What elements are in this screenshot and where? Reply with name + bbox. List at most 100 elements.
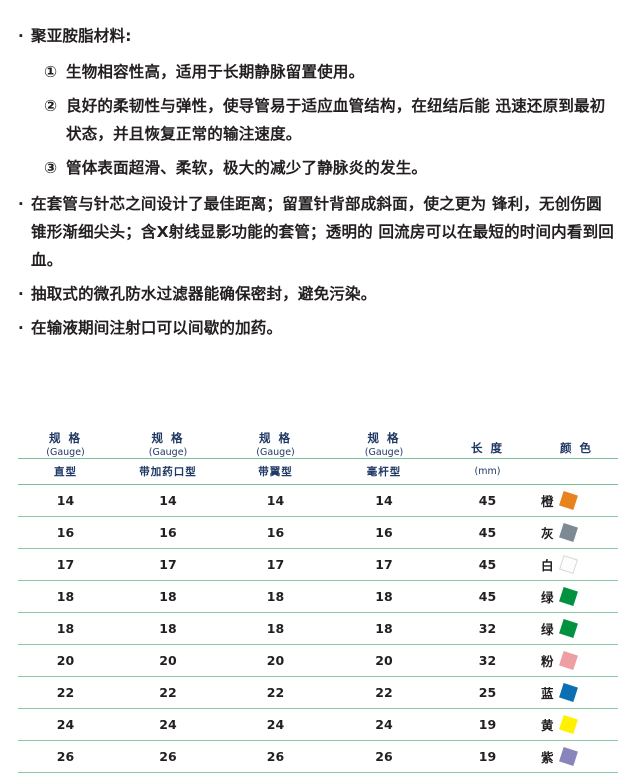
cell-length-mm: 45 — [440, 580, 535, 613]
cell-gauge-straight: 16 — [18, 516, 113, 549]
sub-item-3: ③ 管体表面超滑、柔软，极大的减少了静脉炎的发生。 — [44, 154, 615, 182]
color-swatch-icon — [558, 651, 578, 670]
material-sub-list: ① 生物相容性高，适用于长期静脉留置使用。 ② 良好的柔韧性与弹性，使导管易于适… — [18, 58, 615, 182]
color-cell-inner: 黄 — [541, 715, 618, 734]
header-sub-port: 带加药口型 — [113, 458, 223, 485]
table-row: 14 14 14 14 45 橙 — [18, 484, 618, 517]
header-color: 颜 色 — [559, 441, 593, 455]
table-row: 18 18 18 18 45 绿 — [18, 580, 618, 613]
sub-item-2-line-2: 迅速还原到最初状态，并且恢复正常的输注速度。 — [66, 97, 606, 143]
circled-number-2-icon: ② — [44, 97, 58, 115]
color-swatch-icon — [558, 747, 578, 766]
needle-design-line-3: 回流房可以在最短的时间内看到回血。 — [31, 223, 614, 269]
header-sub-color-empty — [535, 458, 618, 485]
header-gauge-stem-label: 规 格 — [367, 431, 401, 445]
specification-table: 规 格 (Gauge) 规 格 (Gauge) 规 格 (Gauge) 规 格 … — [18, 424, 618, 773]
header-gauge-stem-unit: (Gauge) — [364, 447, 404, 458]
header-gauge-wing: 规 格 (Gauge) — [223, 424, 328, 459]
cell-gauge-port: 20 — [113, 644, 223, 677]
cell-length-mm: 45 — [440, 516, 535, 549]
cell-gauge-straight: 18 — [18, 612, 113, 645]
cell-gauge-wing: 26 — [223, 740, 328, 773]
cell-gauge-straight: 24 — [18, 708, 113, 741]
color-cell-inner: 蓝 — [541, 683, 618, 702]
cell-length-mm: 19 — [440, 740, 535, 773]
cell-length-mm: 19 — [440, 708, 535, 741]
cell-gauge-port: 24 — [113, 708, 223, 741]
feature-text-injection-port: 在输液期间注射口可以间歇的加药。 — [31, 319, 283, 337]
feature-item-injection-port: · 在输液期间注射口可以间歇的加药。 — [18, 314, 615, 342]
needle-design-line-1: 在套管与针芯之间设计了最佳距离；留置针背部成斜面，使之更为 — [31, 195, 487, 213]
cell-gauge-stem: 16 — [328, 516, 440, 549]
cell-gauge-wing: 24 — [223, 708, 328, 741]
bullet-icon: · — [18, 319, 24, 337]
color-cell-inner: 粉 — [541, 651, 618, 670]
table-row: 22 22 22 22 25 蓝 — [18, 676, 618, 709]
color-cell-inner: 绿 — [541, 619, 618, 638]
feature-list: · 聚亚胺脂材料: ① 生物相容性高，适用于长期静脉留置使用。 ② 良好的柔韧性… — [0, 0, 633, 342]
color-name-label: 黄 — [541, 718, 554, 733]
cell-gauge-wing: 18 — [223, 612, 328, 645]
table-row: 20 20 20 20 32 粉 — [18, 644, 618, 677]
color-swatch-icon — [558, 619, 578, 638]
color-cell-inner: 橙 — [541, 491, 618, 510]
cell-length-mm: 32 — [440, 644, 535, 677]
color-cell-inner: 白 — [541, 555, 618, 574]
cell-gauge-port: 26 — [113, 740, 223, 773]
cell-gauge-straight: 20 — [18, 644, 113, 677]
color-swatch-icon — [558, 715, 578, 734]
header-gauge-straight: 规 格 (Gauge) — [18, 424, 113, 459]
color-cell-inner: 紫 — [541, 747, 618, 766]
header-gauge-straight-label: 规 格 — [48, 431, 82, 445]
cell-length-mm: 32 — [440, 612, 535, 645]
circled-number-1-icon: ① — [44, 63, 58, 81]
feature-item-material: · 聚亚胺脂材料: — [18, 22, 615, 50]
header-gauge-port: 规 格 (Gauge) — [113, 424, 223, 459]
cell-gauge-wing: 14 — [223, 484, 328, 517]
cell-length-mm: 25 — [440, 676, 535, 709]
table-row: 24 24 24 24 19 黄 — [18, 708, 618, 741]
cell-gauge-stem: 26 — [328, 740, 440, 773]
cell-gauge-wing: 17 — [223, 548, 328, 581]
feature-text-filter: 抽取式的微孔防水过滤器能确保密封，避免污染。 — [31, 285, 377, 303]
cell-color: 橙 — [535, 484, 618, 517]
cell-color: 绿 — [535, 580, 618, 613]
table-row: 17 17 17 17 45 白 — [18, 548, 618, 581]
cell-gauge-straight: 14 — [18, 484, 113, 517]
color-name-label: 灰 — [541, 526, 554, 541]
table-header-sub-row: 直型 带加药口型 带翼型 毫杆型 (mm) — [18, 458, 618, 485]
cell-gauge-straight: 22 — [18, 676, 113, 709]
cell-gauge-stem: 22 — [328, 676, 440, 709]
cell-color: 粉 — [535, 644, 618, 677]
table-header-main-row: 规 格 (Gauge) 规 格 (Gauge) 规 格 (Gauge) 规 格 … — [18, 424, 618, 459]
feature-item-needle-design: · 在套管与针芯之间设计了最佳距离；留置针背部成斜面，使之更为 锋利，无创伤圆锥… — [18, 190, 615, 274]
cell-length-mm: 45 — [440, 484, 535, 517]
sub-item-1: ① 生物相容性高，适用于长期静脉留置使用。 — [44, 58, 615, 86]
cell-color: 蓝 — [535, 676, 618, 709]
header-gauge-straight-unit: (Gauge) — [46, 447, 85, 458]
cell-gauge-port: 14 — [113, 484, 223, 517]
cell-gauge-port: 18 — [113, 612, 223, 645]
table-row: 18 18 18 18 32 绿 — [18, 612, 618, 645]
cell-gauge-stem: 17 — [328, 548, 440, 581]
header-gauge-stem: 规 格 (Gauge) — [328, 424, 440, 459]
table-header: 规 格 (Gauge) 规 格 (Gauge) 规 格 (Gauge) 规 格 … — [18, 424, 618, 485]
cell-gauge-straight: 26 — [18, 740, 113, 773]
feature-text-needle-design: 在套管与针芯之间设计了最佳距离；留置针背部成斜面，使之更为 锋利，无创伤圆锥形渐… — [31, 190, 615, 274]
color-name-label: 紫 — [541, 750, 554, 765]
feature-heading-material: 聚亚胺脂材料: — [31, 27, 132, 45]
color-swatch-icon — [558, 491, 578, 510]
cell-gauge-stem: 20 — [328, 644, 440, 677]
table-row: 26 26 26 26 19 紫 — [18, 740, 618, 773]
cell-gauge-wing: 22 — [223, 676, 328, 709]
color-name-label: 白 — [541, 558, 554, 573]
sub-item-1-text: 生物相容性高，适用于长期静脉留置使用。 — [66, 63, 365, 81]
bullet-icon: · — [18, 285, 24, 303]
feature-item-filter: · 抽取式的微孔防水过滤器能确保密封，避免污染。 — [18, 280, 615, 308]
cell-gauge-port: 17 — [113, 548, 223, 581]
table-body: 14 14 14 14 45 橙 16 16 16 16 45 灰 17 17 17 17 45 白 18 18 18 1… — [18, 484, 618, 773]
cell-length-mm: 45 — [440, 548, 535, 581]
cell-color: 白 — [535, 548, 618, 581]
header-sub-length-unit: (mm) — [440, 458, 535, 485]
header-sub-straight: 直型 — [18, 458, 113, 485]
